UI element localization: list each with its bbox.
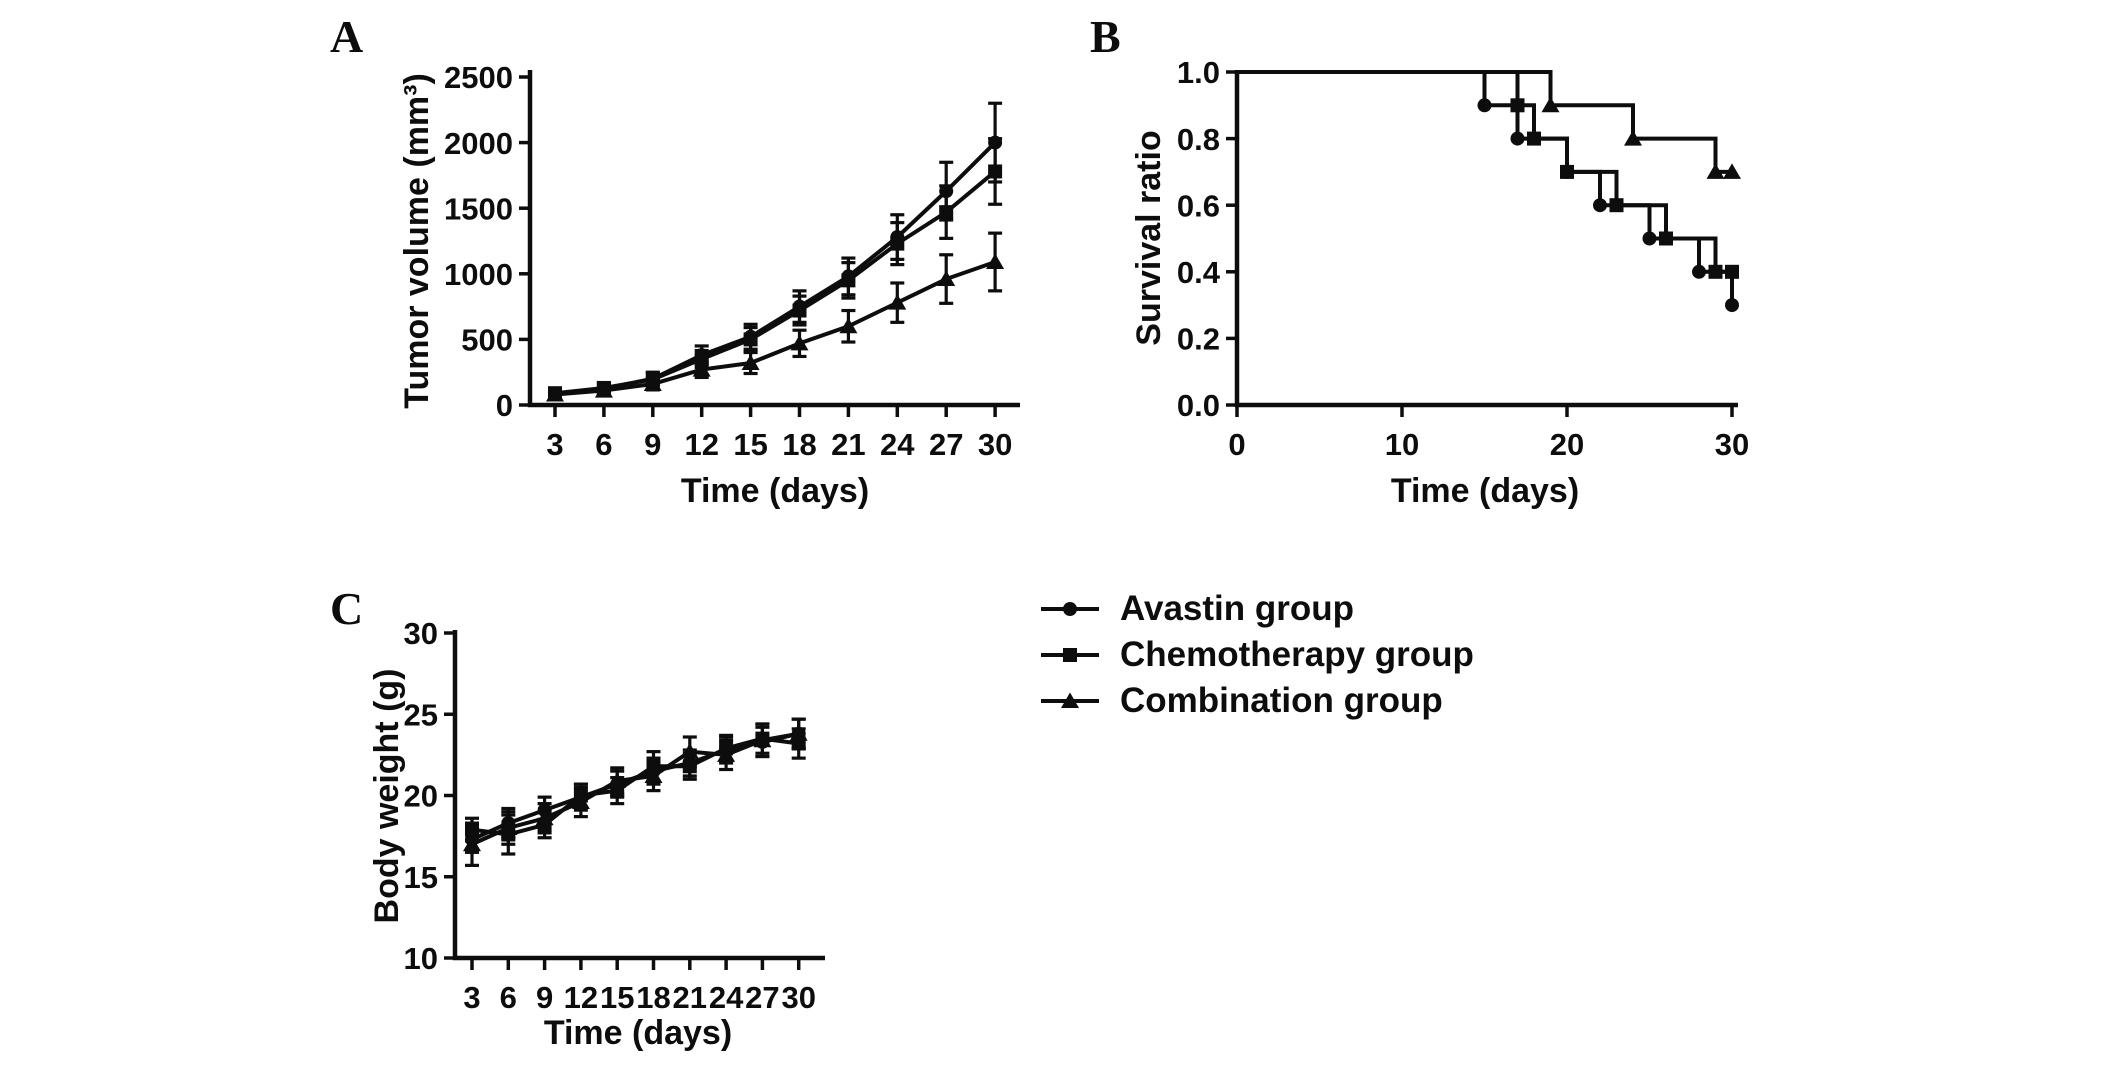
y-tick-label: 0.8 [1177,122,1220,157]
x-tick-label: 6 [500,980,517,1015]
legend-label-chemotherapy: Chemotherapy group [1120,635,1474,674]
x-tick-label: 3 [463,980,480,1015]
series-avastin-group [1237,70,1739,313]
x-tick-label: 30 [1715,427,1749,462]
y-tick-label: 2000 [444,126,513,161]
x-tick-label: 18 [782,427,816,462]
x-tick-label: 21 [831,427,865,462]
panel-c-body-weight: C 10 15 20 25 30 3 6 9 12 15 18 21 24 27 30 Time (days)… [320,570,1080,1082]
y-tick-label: 0.6 [1177,188,1220,223]
series-combination-group [546,231,1005,402]
legend-label-combination: Combination group [1120,681,1443,720]
panel-a-tumor-volume: A 0 500 1000 1500 2000 2500 3 6 9 12 15 18 21 24 27 30 T… [320,0,1090,555]
x-tick-label: 12 [684,427,718,462]
x-tick-label: 9 [644,427,661,462]
legend-item-combination: Combination group [1038,678,1474,724]
y-tick-label: 0.4 [1177,255,1221,290]
y-tick-label: 0.0 [1177,388,1220,423]
y-axis-label: Survival ratio [1130,130,1168,345]
x-tick-label: 21 [673,980,707,1015]
x-tick-label: 9 [536,980,553,1015]
y-tick-label: 1500 [444,191,513,226]
y-tick-label: 15 [404,860,438,895]
panel-a-chart: 0 500 1000 1500 2000 2500 3 6 9 12 15 18 21 24 27 30 Tim… [398,60,1020,510]
y-tick-label: 1.0 [1177,55,1220,90]
x-axis-label: Time (days) [544,1014,732,1052]
triangle-marker-icon [1041,692,1099,708]
y-tick-label: 0 [496,388,513,423]
x-tick-label: 15 [733,427,767,462]
x-tick-label: 10 [1385,427,1419,462]
x-tick-label: 24 [709,980,744,1015]
x-axis-label: Time (days) [1391,472,1579,510]
y-tick-label: 2500 [444,60,513,95]
legend-label-avastin: Avastin group [1120,589,1354,628]
x-tick-label: 15 [600,980,634,1015]
y-tick-label: 20 [404,779,438,814]
x-tick-label: 0 [1228,427,1245,462]
y-tick-label: 25 [404,697,438,732]
circle-marker-icon [1041,602,1099,616]
x-tick-label: 30 [781,980,815,1015]
panel-b-label: B [1090,11,1121,62]
series-chemotherapy-group [548,137,1003,401]
y-tick-label: 0.2 [1177,322,1220,357]
y-axis-label: Body weight (g) [368,669,406,924]
legend-item-avastin: Avastin group [1038,586,1474,632]
x-tick-label: 18 [636,980,670,1015]
square-marker-icon [1041,648,1099,662]
panel-b-chart: 0.0 0.2 0.4 0.6 0.8 1.0 0 10 20 30 Time (days) Surv… [1130,55,1749,510]
series-combination-group [1237,70,1741,179]
series-combination-group [463,717,808,867]
x-tick-label: 3 [546,427,563,462]
panel-c-label: C [330,583,364,634]
x-tick-label: 27 [745,980,779,1015]
legend: Avastin group Chemotherapy group Combina… [1038,586,1474,724]
series-avastin-group [548,101,1003,401]
y-tick-label: 10 [404,941,438,976]
axes-panel-A: 0 500 1000 1500 2000 2500 3 6 9 12 15 18 21 24 27 30 Tim… [398,60,1020,510]
y-axis-label: Tumor volume (mm³) [398,73,436,409]
panel-a-label: A [330,11,364,62]
legend-item-chemotherapy: Chemotherapy group [1038,632,1474,678]
axes-panel-B: 0.0 0.2 0.4 0.6 0.8 1.0 0 10 20 30 Time (days) Surv… [1130,55,1749,510]
x-axis-label: Time (days) [681,472,869,510]
x-tick-label: 12 [564,980,598,1015]
y-tick-label: 30 [404,616,438,651]
series-chemotherapy-group [1237,70,1739,279]
x-tick-label: 27 [929,427,963,462]
y-tick-label: 1000 [444,257,513,292]
x-tick-label: 30 [978,427,1012,462]
x-tick-label: 20 [1550,427,1584,462]
y-tick-label: 500 [461,323,513,358]
x-tick-label: 6 [595,427,612,462]
panel-b-survival: B 0.0 0.2 0.4 0.6 0.8 1.0 0 10 20 30 Time (days) Su… [1080,0,1870,555]
x-tick-label: 24 [880,427,915,462]
